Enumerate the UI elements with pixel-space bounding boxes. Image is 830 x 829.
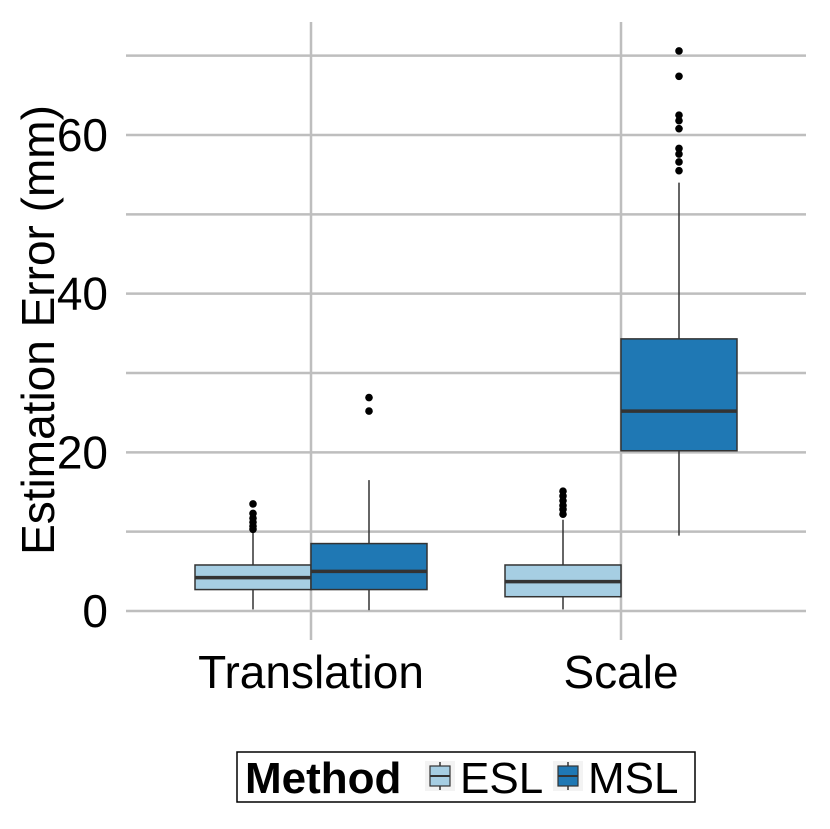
y-tick-label-0: 0 bbox=[82, 585, 108, 637]
legend-key-esl bbox=[425, 761, 455, 791]
iqr-box bbox=[620, 338, 738, 452]
outlier-point bbox=[675, 158, 683, 166]
outlier-point bbox=[675, 166, 683, 175]
legend: Method ESL MSL bbox=[236, 751, 696, 803]
outlier-point bbox=[675, 150, 683, 158]
iqr-box bbox=[310, 542, 428, 591]
outlier-point bbox=[365, 407, 373, 415]
outlier-point bbox=[675, 116, 683, 125]
outlier-point bbox=[675, 144, 683, 153]
axes: Estimation Error (mm) Translation Scale … bbox=[12, 105, 679, 698]
legend-label-msl: MSL bbox=[588, 754, 678, 803]
y-tick-label-20: 20 bbox=[57, 426, 108, 478]
box-esl-translation bbox=[194, 500, 312, 610]
y-tick-label-60: 60 bbox=[57, 109, 108, 161]
outlier-point bbox=[559, 487, 567, 496]
legend-key-msl bbox=[553, 761, 583, 791]
outlier-point bbox=[675, 72, 683, 81]
outlier-point bbox=[249, 500, 257, 508]
outlier-point bbox=[675, 111, 683, 119]
box-msl-translation bbox=[310, 393, 428, 611]
y-tick-label-40: 40 bbox=[57, 268, 108, 320]
outlier-point bbox=[675, 47, 683, 55]
box-plots bbox=[194, 47, 738, 611]
outlier-point bbox=[249, 509, 257, 518]
x-tick-label-translation: Translation bbox=[198, 646, 424, 698]
legend-label-esl: ESL bbox=[460, 754, 543, 803]
outlier-point bbox=[365, 393, 373, 402]
x-tick-label-scale: Scale bbox=[563, 646, 678, 698]
y-axis-label: Estimation Error (mm) bbox=[12, 105, 64, 555]
outlier-point bbox=[675, 124, 683, 133]
box-esl-scale bbox=[504, 487, 622, 610]
box-msl-scale bbox=[620, 47, 738, 536]
legend-title: Method bbox=[245, 754, 401, 803]
grid-lines bbox=[126, 22, 806, 640]
legend-frame bbox=[236, 751, 696, 803]
